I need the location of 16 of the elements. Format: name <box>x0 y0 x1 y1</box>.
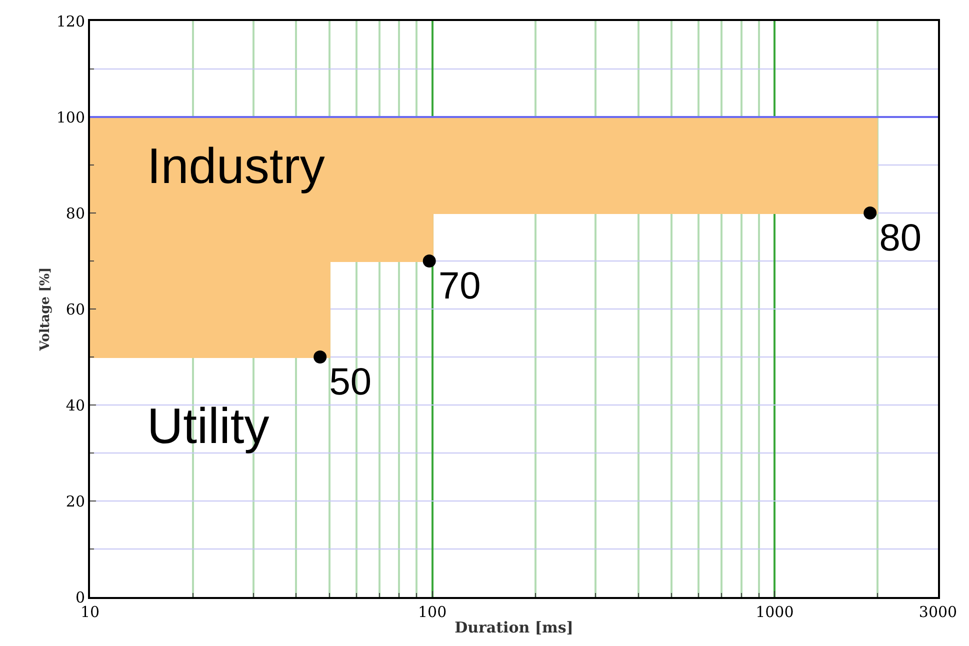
data-label: 80 <box>879 218 922 260</box>
y-axis-title: Voltage [%] <box>38 267 53 352</box>
data-label: 70 <box>438 266 481 308</box>
y-tick-label: 100 <box>56 108 85 126</box>
annotation: Industry <box>147 138 325 194</box>
data-label: 50 <box>329 362 372 404</box>
x-axis-title: Duration [ms] <box>454 618 574 636</box>
y-tick-label: 120 <box>56 12 85 30</box>
x-tick-label: 1000 <box>756 603 794 621</box>
x-tick-label: 3000 <box>918 603 958 621</box>
annotation: Utility <box>147 398 270 454</box>
y-tick-label: 60 <box>66 300 85 318</box>
x-tick-label: 100 <box>418 603 447 621</box>
y-tick-label: 40 <box>66 396 85 414</box>
y-tick-label: 20 <box>66 492 85 510</box>
y-tick-label: 80 <box>66 204 85 222</box>
